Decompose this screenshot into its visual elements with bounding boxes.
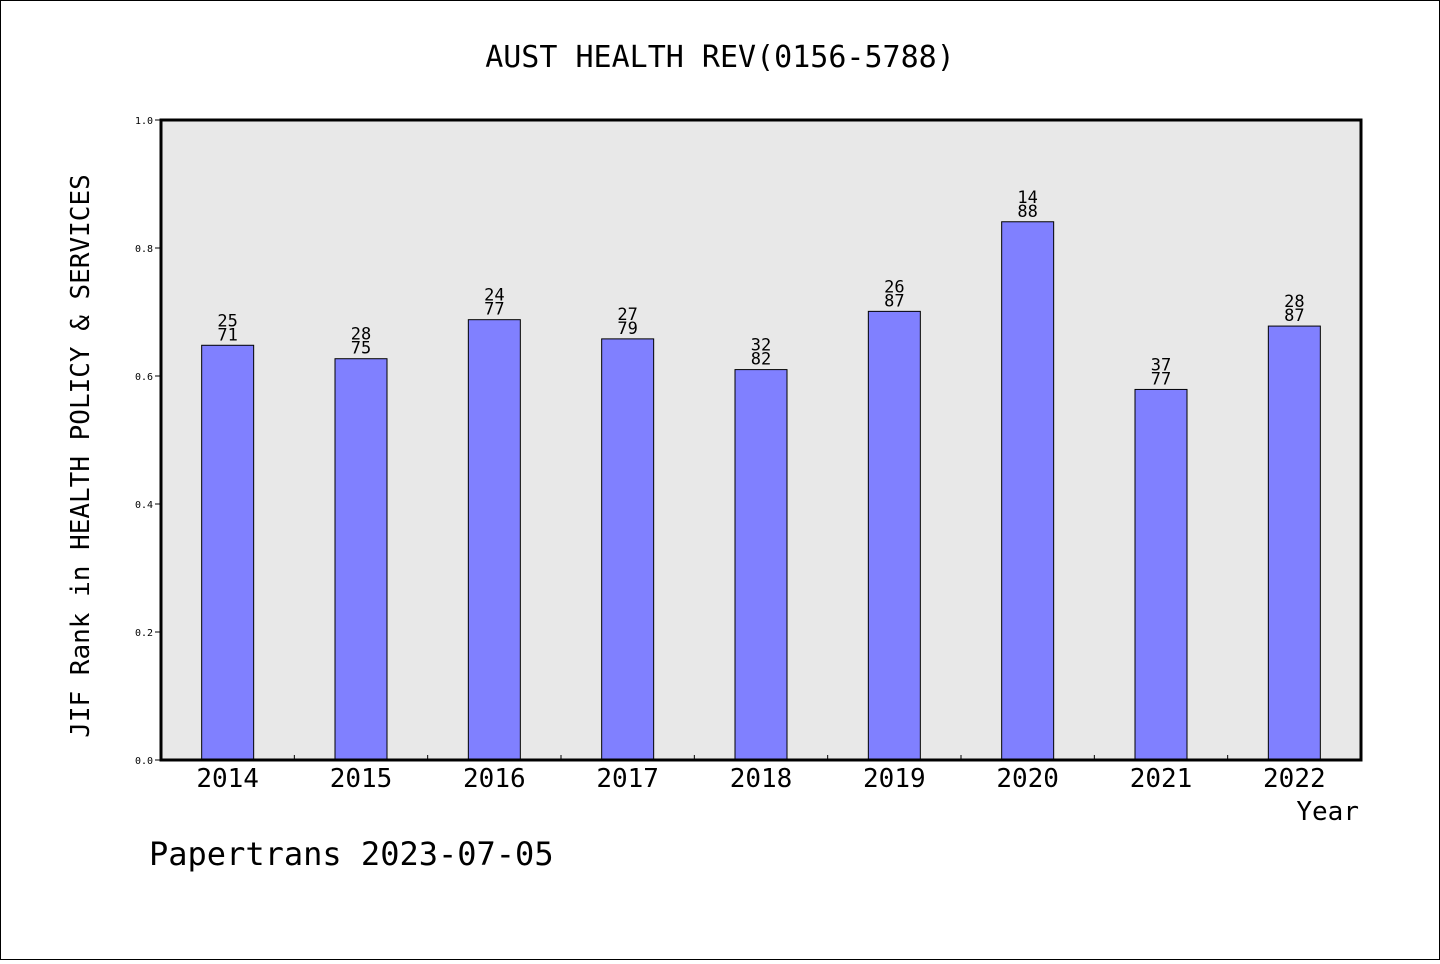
x-tick-label-2018: 2018 [730,764,793,794]
bars-group [201,221,1321,761]
data-label-rank-2018: 32 [751,336,771,356]
y-tick-label-3: 0.6 [135,372,153,383]
data-label-rank-2020: 14 [1017,188,1037,208]
x-tick-label-2019: 2019 [863,764,926,794]
data-label-rank-2022: 28 [1284,292,1304,312]
x-tick-label-2016: 2016 [463,764,526,794]
x-tick-label-2022: 2022 [1263,764,1326,794]
data-label-rank-2021: 37 [1151,355,1171,375]
data-label-total-2017: 79 [617,319,637,339]
y-axis-label: JIF Rank in HEALTH POLICY & SERVICES [66,174,96,738]
data-label-total-2019: 87 [884,291,904,311]
bar-2020 [1001,221,1055,761]
y-tick-label-2: 0.4 [135,500,153,511]
y-tick-label-4: 0.8 [135,244,153,255]
data-label-rank-2014: 25 [217,311,237,331]
bar-2017 [601,338,655,761]
bar-2015 [334,358,388,761]
bar-2014 [201,344,255,761]
data-label-rank-2015: 28 [351,325,371,345]
data-label-total-2016: 77 [484,300,504,320]
y-axis: 0.0 0.2 0.4 0.6 0.8 1.0 [135,116,161,767]
data-label-rank-2016: 24 [484,286,504,306]
data-label-total-2014: 71 [217,325,237,345]
data-label-total-2021: 77 [1151,369,1171,389]
plot-border [159,118,1363,762]
x-tick-label-2015: 2015 [330,764,393,794]
x-tick-label-2014: 2014 [196,764,259,794]
data-label-total-2022: 87 [1284,306,1304,326]
data-label-rank-2019: 26 [884,277,904,297]
x-axis-label: Year [1296,797,1359,827]
bar-2019 [867,310,921,761]
bar-2022 [1267,325,1321,761]
footer-credit: Papertrans 2023-07-05 [149,835,554,873]
bar-2016 [467,319,521,761]
data-label-total-2020: 88 [1017,202,1037,222]
bar-2021 [1134,388,1188,761]
y-tick-label-0: 0.0 [135,756,153,767]
y-tick-label-1: 0.2 [135,628,153,639]
data-label-total-2015: 75 [351,339,371,359]
data-label-rank-2017: 27 [617,305,637,325]
y-tick-label-5: 1.0 [135,116,153,127]
x-tick-label-2020: 2020 [996,764,1059,794]
x-tick-label-2021: 2021 [1130,764,1193,794]
data-label-total-2018: 82 [751,350,771,370]
chart-title: AUST HEALTH REV(0156-5788) [485,40,955,75]
bar-2018 [734,369,788,761]
x-tick-label-2017: 2017 [596,764,659,794]
x-axis: 2014 2015 2016 2017 2018 2019 2020 2021 2022 [196,755,1326,794]
